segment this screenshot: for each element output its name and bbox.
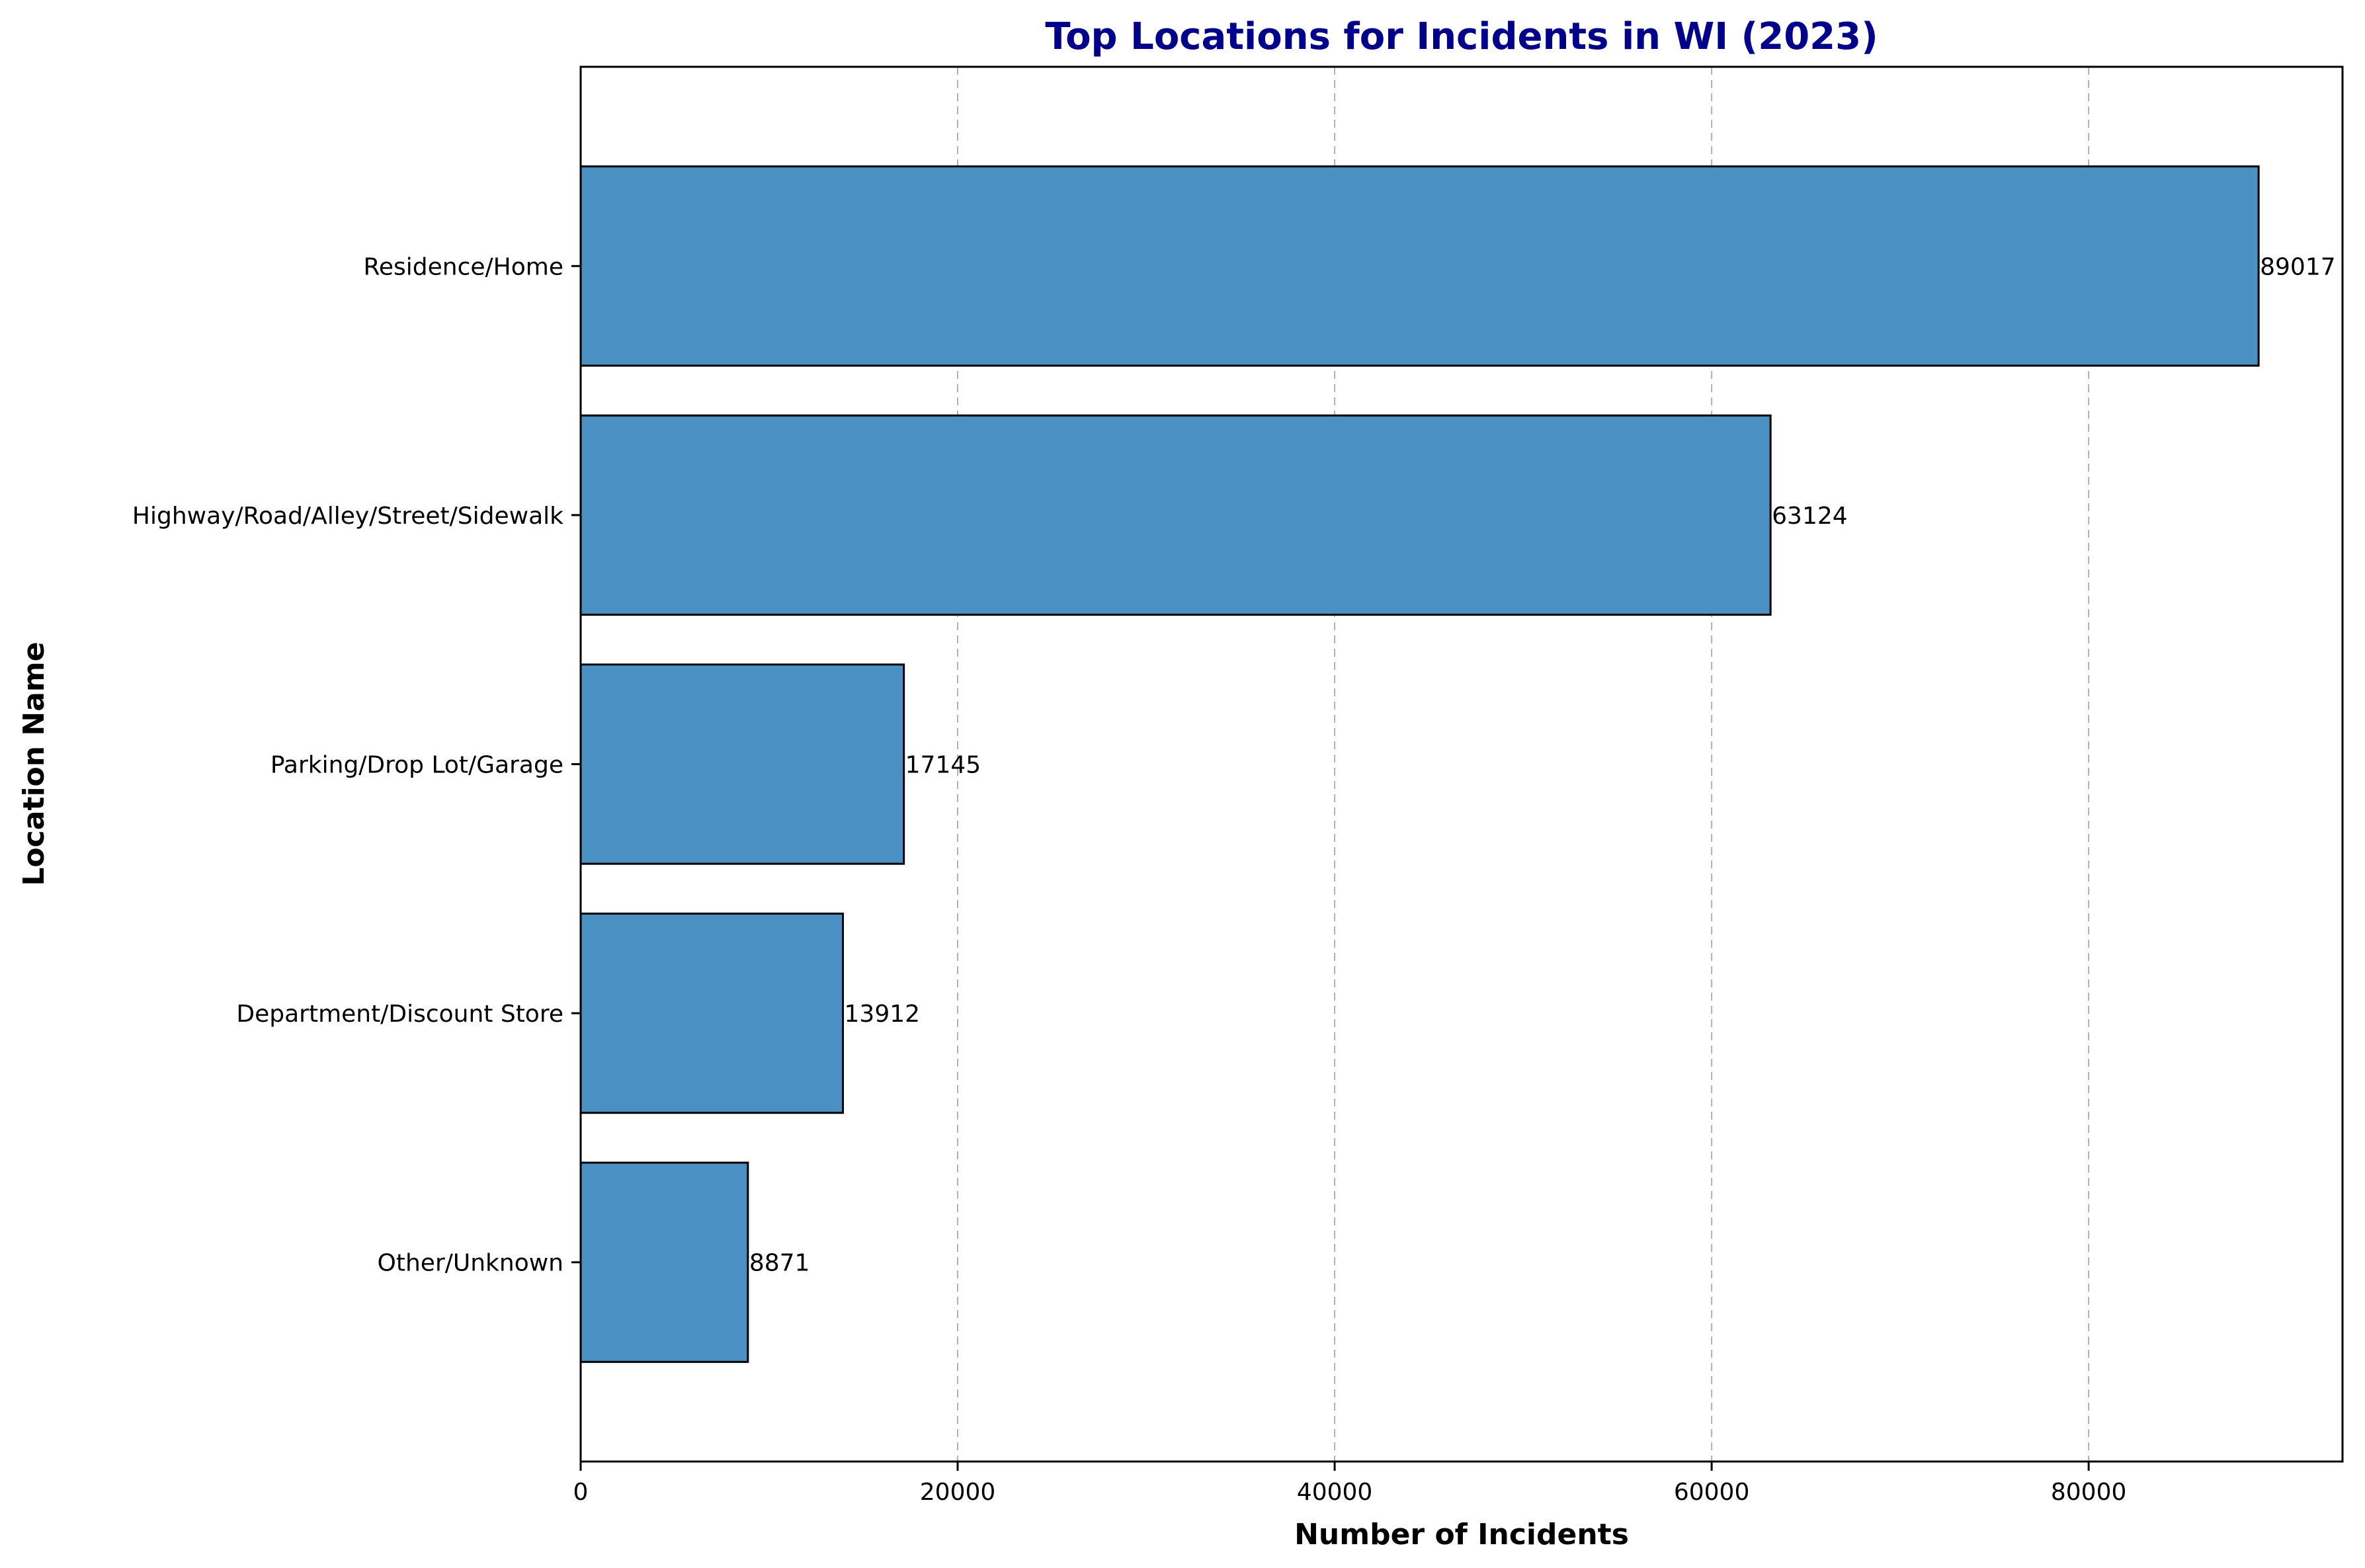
y-tick-label-other-unknown: Other/Unknown bbox=[378, 1250, 563, 1277]
bar-other-unknown bbox=[579, 1161, 749, 1363]
data-label-highway-road-alley-street-sidewalk: 63124 bbox=[1772, 503, 1848, 530]
x-tick-label-0: 0 bbox=[573, 1479, 589, 1506]
y-axis-label: Location Name bbox=[17, 641, 51, 886]
chart-title: Top Locations for Incidents in WI (2023) bbox=[1045, 15, 1878, 58]
bar-department-discount-store bbox=[579, 912, 845, 1114]
y-tick-label-parking-drop-lot-garage: Parking/Drop Lot/Garage bbox=[270, 752, 563, 779]
y-axis-ticks: Residence/Home Highway/Road/Alley/Street/… bbox=[132, 253, 581, 1277]
y-tick-label-department-discount-store: Department/Discount Store bbox=[236, 1001, 563, 1028]
x-axis-label: Number of Incidents bbox=[1294, 1518, 1629, 1551]
x-tick-label-20000: 20000 bbox=[920, 1479, 996, 1506]
data-label-parking-drop-lot-garage: 17145 bbox=[905, 752, 981, 779]
x-axis-ticks: 0 20000 40000 60000 80000 bbox=[573, 1462, 2127, 1506]
bars bbox=[579, 165, 2260, 1363]
bar-highway-road-alley-street-sidewalk bbox=[579, 414, 1772, 616]
data-label-other-unknown: 8871 bbox=[749, 1250, 810, 1277]
data-label-department-discount-store: 13912 bbox=[845, 1001, 921, 1028]
y-tick-label-residence-home: Residence/Home bbox=[363, 253, 563, 280]
bar-parking-drop-lot-garage bbox=[579, 663, 905, 865]
data-label-residence-home: 89017 bbox=[2260, 253, 2336, 280]
data-labels: 89017 63124 17145 13912 8871 bbox=[749, 253, 2336, 1276]
x-tick-label-40000: 40000 bbox=[1297, 1479, 1373, 1506]
x-tick-label-60000: 60000 bbox=[1674, 1479, 1750, 1506]
y-tick-label-highway-road-alley-street-sidewalk: Highway/Road/Alley/Street/Sidewalk bbox=[132, 503, 563, 530]
bar-residence-home bbox=[579, 165, 2260, 367]
x-tick-label-80000: 80000 bbox=[2051, 1479, 2127, 1506]
